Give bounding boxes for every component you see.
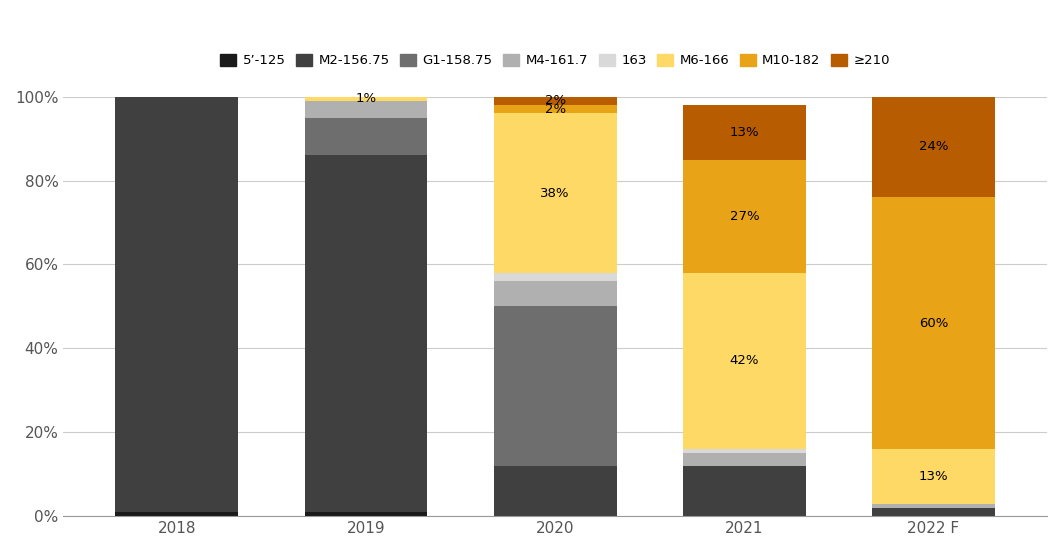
- Text: 2%: 2%: [545, 102, 566, 116]
- Bar: [305, 101, 428, 117]
- Text: 42%: 42%: [730, 354, 759, 368]
- Bar: [683, 466, 806, 516]
- Bar: [305, 155, 428, 512]
- Text: 1%: 1%: [356, 92, 377, 105]
- Bar: [494, 96, 617, 105]
- Legend: 5’-125, M2-156.75, G1-158.75, M4-161.7, 163, M6-166, M10-182, ≥210: 5’-125, M2-156.75, G1-158.75, M4-161.7, …: [215, 48, 895, 73]
- Bar: [305, 117, 428, 155]
- Bar: [116, 96, 238, 512]
- Bar: [683, 453, 806, 466]
- Text: 13%: 13%: [919, 470, 948, 483]
- Bar: [872, 96, 995, 197]
- Text: 2%: 2%: [545, 94, 566, 107]
- Text: 27%: 27%: [730, 210, 759, 223]
- Bar: [305, 512, 428, 516]
- Bar: [872, 504, 995, 508]
- Bar: [872, 449, 995, 504]
- Text: 38%: 38%: [541, 187, 570, 199]
- Bar: [872, 508, 995, 516]
- Bar: [494, 105, 617, 114]
- Bar: [683, 273, 806, 449]
- Text: 13%: 13%: [730, 126, 759, 139]
- Bar: [494, 466, 617, 516]
- Bar: [683, 160, 806, 273]
- Bar: [116, 512, 238, 516]
- Bar: [683, 105, 806, 160]
- Bar: [872, 197, 995, 449]
- Bar: [494, 114, 617, 273]
- Bar: [494, 306, 617, 466]
- Bar: [305, 96, 428, 101]
- Bar: [494, 281, 617, 306]
- Bar: [683, 449, 806, 453]
- Bar: [494, 273, 617, 281]
- Text: 60%: 60%: [919, 317, 948, 329]
- Text: 24%: 24%: [919, 141, 948, 154]
